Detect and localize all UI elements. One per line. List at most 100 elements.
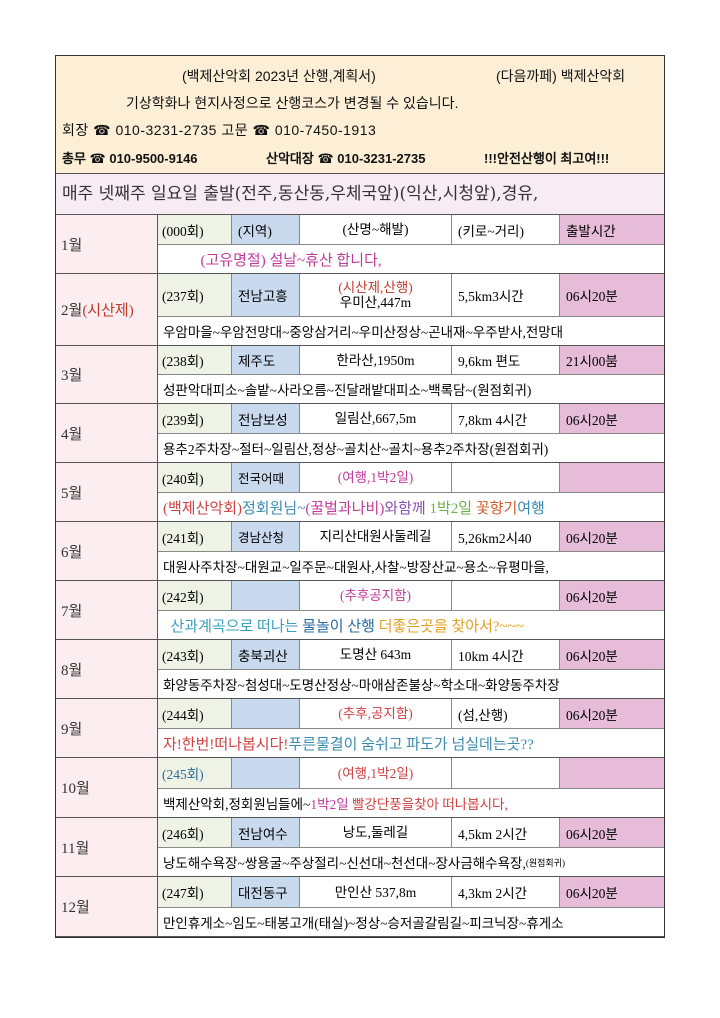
- course-route: 우암마을~우암전망대~중앙삼거리~우미산정상~곤내재~우주받사,전망대: [158, 317, 664, 345]
- month-label: 7월: [56, 581, 158, 639]
- round-number: (239회): [158, 404, 232, 433]
- mountain-line: 낭도,둘레길: [342, 825, 409, 840]
- region: [232, 581, 300, 610]
- text-segment: 2월: [61, 303, 83, 319]
- month-row: 8월 (243회) 충북괴산 도명산 643m 10km 4시간 06시20분 화양동주차장…: [56, 640, 664, 699]
- distance-duration: 10km 4시간: [452, 640, 560, 669]
- distance-duration: 5,5km3시간: [452, 274, 560, 316]
- contact-line-1: 회장 ☎ 010-3231-2735 고문 ☎ 010-7450-1913: [62, 122, 377, 138]
- month-label: 5월: [56, 463, 158, 521]
- distance-duration: 4,5km 2시간: [452, 818, 560, 847]
- text-segment: 우암마을~우암전망대~중앙삼거리~우미산정상~곤내재~우주받사,전망대: [163, 325, 564, 340]
- round-number: (240회): [158, 463, 232, 492]
- text-segment: 산과계곡으로 떠나는: [163, 618, 303, 635]
- region: 전남보성: [232, 404, 300, 433]
- mountain-line: (여행,1박2일): [337, 470, 414, 485]
- cafe-name: (다음까페) 백제산악회: [496, 68, 626, 84]
- mountain: (여행,1박2일): [300, 463, 452, 492]
- month-row: 9월 (244회) (추후,공지함) (섬,산행) 06시20분 자!한번!떠나봅시다! 푸…: [56, 699, 664, 758]
- distance-duration: 7,8km 4시간: [452, 404, 560, 433]
- text-segment: 11월: [61, 840, 90, 857]
- month-label: 2월 (시산제): [56, 274, 158, 345]
- month-label: 8월: [56, 640, 158, 698]
- month-row: 5월 (240회) 전국어때 (여행,1박2일) (백제산악회) 정회원님~ (꿀벌과나비)…: [56, 463, 664, 522]
- contact-captain: 산악대장 ☎ 010-3231-2735: [266, 151, 426, 166]
- month-label: 1월: [56, 215, 158, 273]
- text-segment: 1박2일: [429, 500, 476, 517]
- departure-time: 06시20분: [560, 640, 664, 669]
- hiking-plan-sheet: (백제산악회 2023년 산행,계획서) (다음까페) 백제산악회 기상학화나 …: [55, 55, 665, 938]
- departure-time: 06시20분: [560, 818, 664, 847]
- course-route: 성판악대피소~솔밭~사라오름~진달래밭대피소~백록담~(원점회귀): [158, 375, 664, 403]
- mountain-line: 일림산,667,5m: [334, 411, 417, 426]
- month-row: 3월 (238회) 제주도 한라산,1950m 9,6km 편도 21시00붐 성판악대피소…: [56, 346, 664, 404]
- mountain-line: (추후공지함): [339, 588, 412, 603]
- month-label: 11월: [56, 818, 158, 876]
- text-segment: 물놀이 산행: [302, 618, 379, 635]
- course-route: (고유명절) 설날~휴산 합니다,: [158, 245, 664, 273]
- departure-time: 06시20분: [560, 522, 664, 551]
- distance-duration: [452, 758, 560, 788]
- text-segment: 여행: [517, 500, 545, 517]
- round-number: (244회): [158, 699, 232, 728]
- course-route: 용추2주차장~절터~일림산,정상~골치산~골치~용추2주차장(원점회귀): [158, 434, 664, 462]
- month-row: 12월 (247회) 대전동구 만인산 537,8m 4,3km 2시간 06시20분 만인…: [56, 877, 664, 937]
- month-label: 12월: [56, 877, 158, 936]
- text-segment: 꽃향기: [475, 500, 518, 517]
- safety-slogan: !!!안전산행이 최고여!!!: [484, 151, 610, 166]
- month-label: 9월: [56, 699, 158, 757]
- text-segment: 4월: [61, 426, 83, 443]
- mountain: (추후공지함): [300, 581, 452, 610]
- text-segment: (꿀벌과나비): [305, 500, 385, 517]
- course-route: 자!한번!떠나봅시다! 푸른물결이 숨쉬고 파도가 넘실데는곳??: [158, 729, 664, 757]
- month-label: 4월: [56, 404, 158, 462]
- distance-duration: (키로~거리): [452, 215, 560, 244]
- month-row: 6월 (241회) 경남산청 지리산대원사둘레길 5,26km2시40 06시20분 대원사…: [56, 522, 664, 581]
- text-segment: 1박2일: [310, 797, 353, 812]
- month-label: 10월: [56, 758, 158, 817]
- mountain: (여행,1박2일): [300, 758, 452, 788]
- plan-title: (백제산악회 2023년 산행,계획서): [182, 68, 376, 84]
- region: 전남고흥: [232, 274, 300, 316]
- contact-secretary: 총무 ☎ 010-9500-9146: [62, 151, 198, 166]
- header-box: (백제산악회 2023년 산행,계획서) (다음까페) 백제산악회 기상학화나 …: [56, 56, 664, 174]
- text-segment: (원점회귀): [525, 857, 565, 868]
- text-segment: 5월: [61, 485, 83, 502]
- departure-time: 06시20분: [560, 404, 664, 433]
- mountain: (추후,공지함): [300, 699, 452, 728]
- text-segment: 8월: [61, 662, 83, 679]
- text-segment: 화양동주차장~첨성대~도명산정상~마애삼존불상~학소대~화양동주차장: [163, 678, 560, 693]
- course-route: (백제산악회) 정회원님~ (꿀벌과나비) 와함께 1박2일 꽃향기 여행: [158, 493, 664, 521]
- month-label: 6월: [56, 522, 158, 580]
- text-segment: 와함께: [384, 500, 430, 517]
- month-row: 7월 (242회) (추후공지함) 06시20분 산과계곡으로 떠나는 물놀이 산행 …: [56, 581, 664, 640]
- departure-time: 06시20분: [560, 274, 664, 316]
- mountain-line: 만인산 537,8m: [334, 884, 417, 900]
- text-segment: (시산제): [82, 303, 134, 319]
- mountain: 지리산대원사둘레길: [300, 522, 452, 551]
- round-number: (246회): [158, 818, 232, 847]
- mountain-line: 한라산,1950m: [336, 352, 415, 368]
- mountain-line: 지리산대원사둘레길: [319, 529, 432, 544]
- mountain: 일림산,667,5m: [300, 404, 452, 433]
- distance-duration: [452, 581, 560, 610]
- mountain-line: (여행,1박2일): [337, 765, 414, 781]
- text-segment: 더좋은곳을 찾아서?~~~: [378, 618, 524, 635]
- text-segment: 9월: [61, 721, 83, 738]
- round-number: (241회): [158, 522, 232, 551]
- month-row: 11월 (246회) 전남여수 낭도,둘레길 4,5km 2시간 06시20분 낭도해수욕장…: [56, 818, 664, 877]
- mountain-line: 우미산,447m: [339, 295, 412, 310]
- round-number: (237회): [158, 274, 232, 316]
- mountain: 만인산 537,8m: [300, 877, 452, 907]
- distance-duration: 9,6km 편도: [452, 346, 560, 374]
- text-segment: 성판악대피소~솔밭~사라오름~진달래밭대피소~백록담~(원점회귀): [163, 383, 532, 398]
- region: 충북괴산: [232, 640, 300, 669]
- region: (지역): [232, 215, 300, 244]
- course-route: 대원사주차장~대원교~일주문~대원사,사찰~방장산교~용소~유평마을,: [158, 552, 664, 580]
- mountain: (산명~해발): [300, 215, 452, 244]
- text-segment: (고유명절) 설날~휴산 합니다,: [163, 252, 382, 269]
- course-route: 화양동주차장~첨성대~도명산정상~마애삼존불상~학소대~화양동주차장: [158, 670, 664, 698]
- departure-time: [560, 463, 664, 492]
- course-route: 백제산악회,정회원님들에~ 1박2일 빨강단풍을찾아 떠나봅시다,: [158, 789, 664, 817]
- text-segment: 만인휴게소~임도~태봉고개(태실)~정상~승저골갈림길~피크닉장~휴게소: [163, 916, 564, 931]
